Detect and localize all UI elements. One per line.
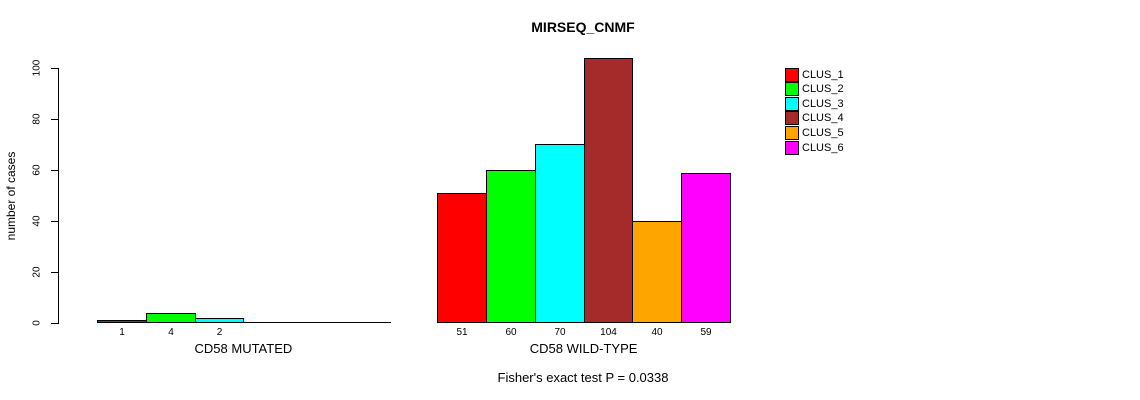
x-group-label: CD58 WILD-TYPE — [529, 341, 638, 356]
bar — [195, 318, 244, 323]
chart-title: MIRSEQ_CNMF — [531, 19, 635, 35]
legend-label: CLUS_3 — [802, 98, 844, 110]
y-tick-label: 100 — [31, 59, 43, 77]
legend-label: CLUS_6 — [802, 142, 844, 154]
legend-swatch — [785, 68, 799, 82]
y-tick-label: 80 — [31, 113, 43, 125]
bar — [681, 173, 731, 323]
bar-value-label: 104 — [600, 327, 617, 338]
zero-bar-line — [243, 322, 293, 323]
y-tick — [51, 170, 58, 171]
bar-value-label: 40 — [651, 327, 663, 338]
bar-value-label: 51 — [456, 327, 468, 338]
fisher-test-annotation: Fisher's exact test P = 0.0338 — [497, 370, 669, 385]
legend-label: CLUS_2 — [802, 83, 844, 95]
y-tick-label: 20 — [31, 266, 43, 278]
bar — [486, 170, 536, 323]
legend-swatch — [785, 97, 799, 111]
bar-value-label: 4 — [168, 327, 174, 338]
legend-swatch — [785, 111, 799, 125]
y-tick — [51, 68, 58, 69]
y-tick-label: 60 — [31, 164, 43, 176]
x-group-label: CD58 MUTATED — [194, 341, 293, 356]
zero-bar-line — [341, 322, 391, 323]
bar-value-label: 70 — [554, 327, 566, 338]
legend-label: CLUS_5 — [802, 127, 844, 139]
legend-swatch — [785, 82, 799, 96]
legend-swatch — [785, 126, 799, 140]
legend-label: CLUS_4 — [802, 112, 844, 124]
y-tick — [51, 272, 58, 273]
legend-label: CLUS_1 — [802, 69, 844, 81]
bar — [535, 144, 585, 323]
y-axis-line — [58, 68, 59, 324]
zero-bar-line — [292, 322, 342, 323]
y-tick-label: 40 — [31, 215, 43, 227]
bar-value-label: 60 — [505, 327, 517, 338]
bar — [584, 58, 633, 323]
bar — [146, 313, 196, 323]
bar-value-label: 2 — [216, 327, 223, 338]
y-tick — [51, 221, 58, 222]
legend-swatch — [785, 141, 799, 155]
bar-value-label: 1 — [119, 327, 125, 338]
y-tick — [51, 323, 58, 324]
bar — [97, 320, 147, 323]
y-tick-label: 0 — [31, 320, 43, 326]
bar — [437, 193, 487, 323]
bar-value-label: 59 — [700, 327, 712, 338]
y-axis-label: number of cases — [4, 151, 18, 241]
bar — [632, 221, 682, 323]
y-tick — [51, 119, 58, 120]
